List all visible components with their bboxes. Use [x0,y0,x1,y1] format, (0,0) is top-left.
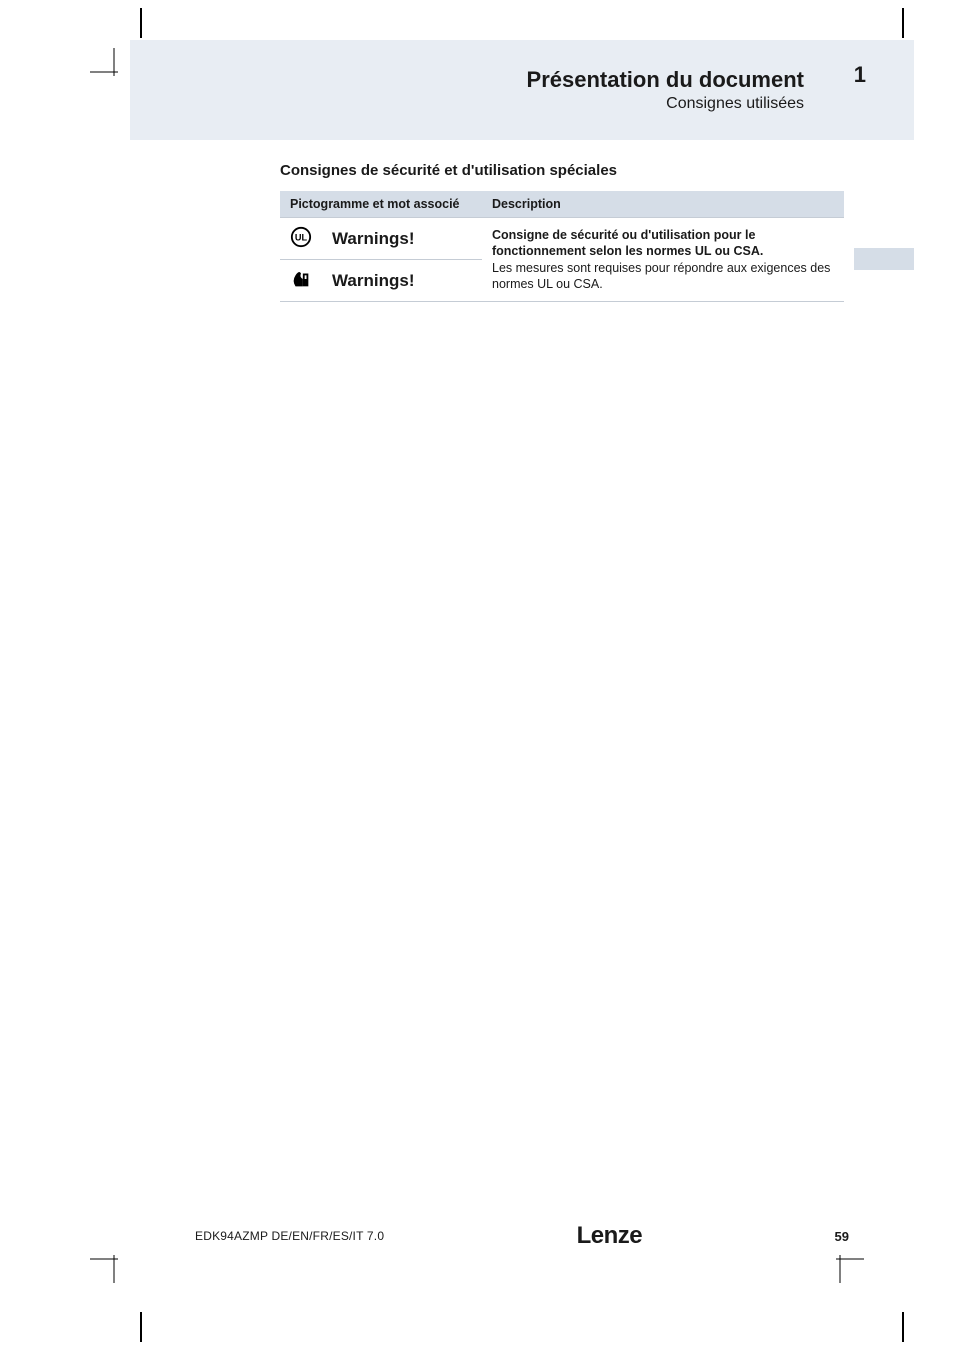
page-footer: EDK94AZMP DE/EN/FR/ES/IT 7.0 Lenze 59 [195,1222,849,1250]
header-subtitle: Consignes utilisées [527,95,804,113]
ul-icon: UL [290,237,312,251]
col-header-pictogram: Pictogramme et mot associé [280,191,482,218]
table-row: UL Warnings! Consigne de sécurité ou d'u… [280,218,844,260]
csa-icon [290,279,312,293]
description-bold: Consigne de sécurité ou d'utilisation po… [492,227,834,260]
section-title: Consignes de sécurité et d'utilisation s… [280,162,844,179]
header-title: Présentation du document [527,67,804,93]
tick-top-left [140,8,142,38]
brand-logo: Lenze [577,1222,643,1250]
page-header: Présentation du document Consignes utili… [130,40,914,140]
page-number: 59 [835,1229,849,1244]
crop-mark-bottom-left [90,1243,130,1288]
col-header-description: Description [482,191,844,218]
crop-mark-top-left [90,48,130,93]
tick-top-right [902,8,904,38]
document-id: EDK94AZMP DE/EN/FR/ES/IT 7.0 [195,1229,384,1243]
side-index-tab [854,248,914,270]
signal-word: Warnings! [322,260,482,302]
signal-word: Warnings! [322,218,482,260]
tick-bottom-left [140,1312,142,1342]
description-plain: Les mesures sont requises pour répondre … [492,260,834,293]
safety-notes-table: Pictogramme et mot associé Description U… [280,191,844,302]
tick-bottom-right [902,1312,904,1342]
chapter-number: 1 [854,62,866,88]
svg-text:UL: UL [295,233,308,243]
